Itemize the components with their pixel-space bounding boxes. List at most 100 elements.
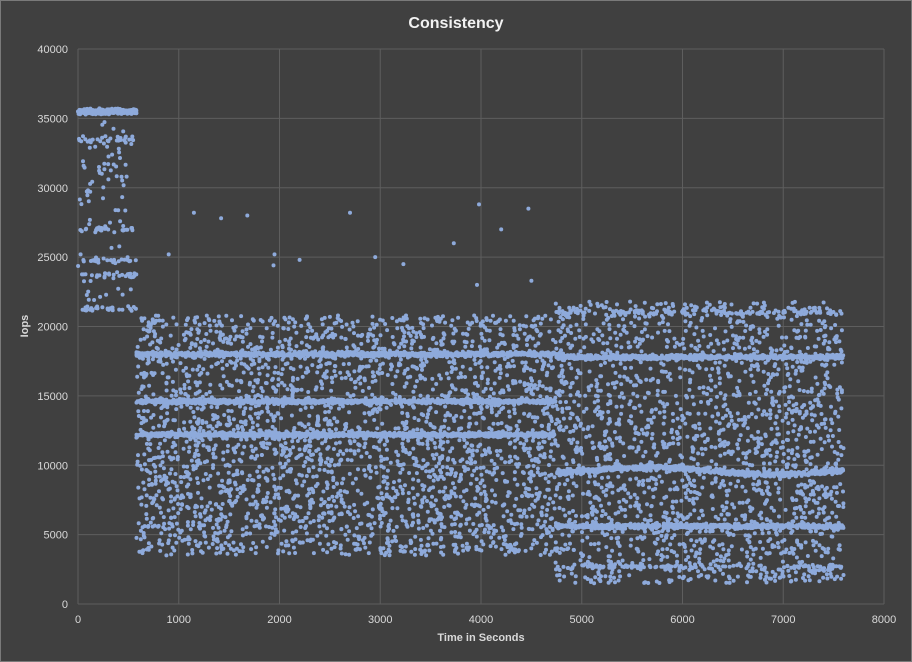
data-point [424, 523, 429, 528]
data-point [157, 399, 162, 404]
data-point [157, 505, 162, 510]
data-point [167, 526, 172, 531]
data-point [126, 110, 131, 115]
data-point [408, 434, 412, 439]
data-point [299, 387, 304, 392]
data-point [406, 491, 411, 495]
data-point [244, 327, 249, 332]
data-point [195, 476, 200, 481]
data-point [158, 548, 163, 553]
data-point [386, 432, 391, 437]
data-point [287, 346, 291, 351]
data-point [395, 459, 400, 464]
data-point [537, 379, 542, 384]
data-point [537, 383, 542, 388]
data-point [220, 478, 225, 483]
data-point [514, 423, 519, 428]
data-point [258, 318, 263, 322]
data-point [474, 421, 479, 426]
data-point [226, 408, 231, 413]
data-point [290, 385, 295, 390]
data-point [425, 395, 430, 400]
data-point [422, 316, 427, 321]
data-point [119, 257, 124, 262]
data-point [391, 433, 395, 438]
data-point [97, 106, 102, 111]
data-point [327, 427, 332, 432]
data-point [165, 449, 170, 454]
data-point [477, 344, 482, 349]
data-point [195, 443, 200, 448]
data-point [100, 122, 105, 127]
data-point [99, 226, 104, 230]
data-point [308, 506, 313, 511]
data-point [239, 437, 244, 442]
data-point [370, 399, 375, 404]
data-point [266, 409, 271, 414]
data-point [507, 549, 511, 554]
data-point [90, 179, 95, 184]
data-point [169, 467, 174, 472]
data-point [524, 438, 529, 443]
data-point [313, 387, 318, 392]
data-point [323, 399, 328, 404]
data-point [169, 356, 174, 360]
data-point [256, 415, 261, 420]
data-point [332, 416, 337, 421]
data-point [351, 324, 356, 329]
data-point [318, 462, 323, 467]
data-point [257, 525, 262, 530]
data-point [350, 481, 355, 486]
data-point [290, 399, 295, 404]
data-point [499, 547, 504, 552]
data-point [364, 451, 369, 455]
data-point [514, 344, 519, 348]
data-point [282, 436, 287, 441]
data-point [263, 362, 268, 367]
data-point [342, 504, 347, 509]
data-point [356, 514, 361, 519]
data-point [221, 485, 226, 490]
data-point [212, 318, 217, 323]
data-point [449, 530, 454, 535]
data-point [228, 546, 233, 551]
data-point [441, 489, 446, 494]
data-point [125, 227, 130, 232]
data-point [548, 496, 552, 501]
data-point [84, 293, 89, 297]
data-point [536, 314, 541, 319]
data-point [215, 433, 220, 438]
data-point [412, 501, 417, 506]
data-point [340, 404, 345, 409]
data-point [407, 471, 412, 475]
data-point [387, 348, 392, 353]
data-point [145, 409, 150, 414]
data-point [87, 217, 92, 222]
data-point [434, 464, 439, 469]
data-point [395, 326, 400, 331]
data-point [201, 433, 206, 438]
data-point [460, 543, 465, 548]
data-point [344, 350, 349, 355]
data-point [429, 437, 434, 442]
data-point [482, 338, 487, 343]
data-point [114, 138, 119, 143]
data-point [456, 551, 460, 556]
data-point [287, 514, 292, 519]
data-point [424, 419, 429, 424]
data-point [171, 315, 176, 320]
data-point [546, 402, 551, 407]
data-point [79, 229, 84, 234]
data-point [106, 177, 111, 182]
data-point [120, 307, 125, 312]
data-point [248, 326, 253, 331]
data-point [235, 468, 240, 473]
data-point [320, 352, 325, 357]
data-point [425, 499, 429, 503]
data-point [120, 292, 125, 297]
data-point [391, 528, 396, 533]
data-point [387, 543, 392, 548]
data-point [491, 391, 496, 396]
data-point [377, 366, 382, 371]
data-point [229, 529, 234, 534]
